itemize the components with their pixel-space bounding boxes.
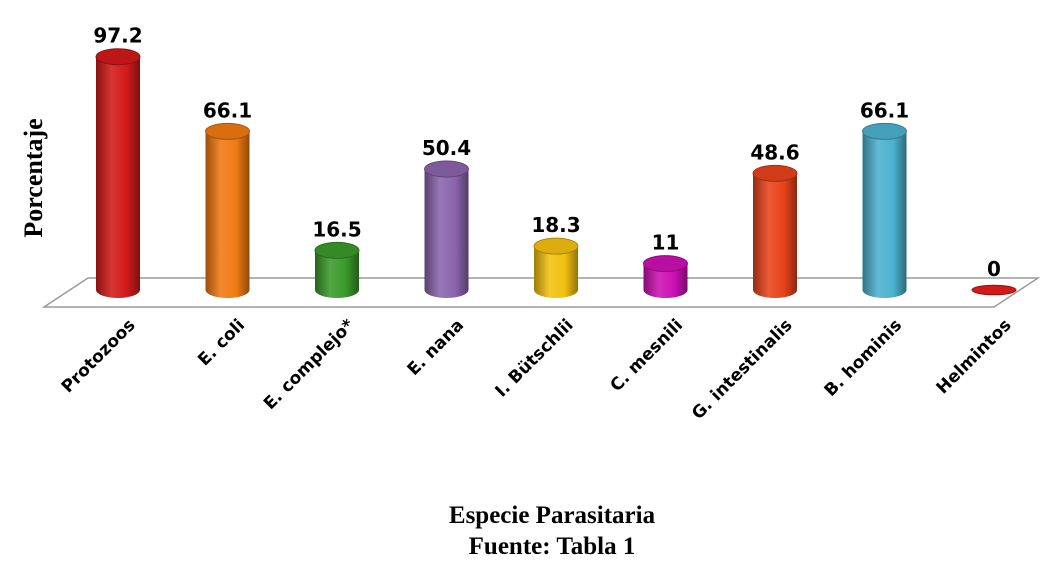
- bar-4: [533, 237, 579, 298]
- x-tick-label: Protozoos: [58, 315, 140, 397]
- x-tick-label: E. complejo*: [260, 315, 359, 414]
- data-label: 0: [987, 257, 1001, 281]
- bar-body: [643, 263, 688, 298]
- bar-top: [643, 255, 688, 273]
- bar-top: [971, 284, 1017, 296]
- y-axis-label: Porcentaje: [19, 118, 48, 237]
- source-footnote: Fuente: Tabla 1: [469, 533, 636, 560]
- bar-top: [533, 237, 579, 255]
- bar-7: [862, 122, 907, 298]
- x-tick-label: C. mesnili: [607, 315, 687, 395]
- bar-top: [95, 48, 141, 66]
- x-tick-label: E. nana: [404, 315, 468, 379]
- data-labels-group: 97.2 66.1 16.5 50.4 18.3 11 48.6 66.1 0: [93, 24, 1001, 281]
- bars-group: [95, 48, 1017, 298]
- bar-2: [314, 241, 360, 298]
- x-tick-label: I. Bütschlii: [492, 315, 578, 401]
- bar-6: [752, 164, 798, 298]
- x-tick-label: Helmintos: [933, 315, 1016, 398]
- data-label: 18.3: [531, 213, 580, 237]
- x-tick-label: E. coli: [194, 315, 249, 370]
- bar-top: [752, 164, 798, 182]
- bar-1: [205, 122, 250, 298]
- bar-body: [534, 246, 578, 298]
- data-label: 66.1: [203, 98, 252, 122]
- bar-top: [424, 160, 469, 178]
- data-label: 97.2: [93, 24, 142, 48]
- x-tick-label: B. hominis: [821, 315, 906, 400]
- bar-body: [424, 169, 469, 298]
- bar-top: [205, 122, 250, 140]
- bar-body: [96, 56, 140, 298]
- bar-body: [862, 131, 907, 298]
- data-label: 50.4: [422, 136, 471, 160]
- x-tick-label: G. intestinalis: [688, 315, 796, 423]
- bar-0: [95, 48, 141, 298]
- bar-top: [314, 241, 360, 259]
- bar-body: [205, 131, 250, 298]
- data-label: 11: [652, 231, 680, 255]
- bar-top: [862, 122, 907, 140]
- x-tick-labels-group: Protozoos E. coli E. complejo* E. nana I. Bü…: [58, 315, 1016, 424]
- bar-body: [753, 173, 797, 298]
- bar-5: [643, 255, 688, 298]
- data-label: 48.6: [750, 140, 799, 164]
- data-label: 66.1: [860, 98, 909, 122]
- bar-8: [971, 284, 1017, 296]
- data-label: 16.5: [312, 217, 361, 241]
- bar-3: [424, 160, 469, 298]
- x-axis-label: Especie Parasitaria: [449, 502, 656, 529]
- bar-body: [315, 250, 359, 298]
